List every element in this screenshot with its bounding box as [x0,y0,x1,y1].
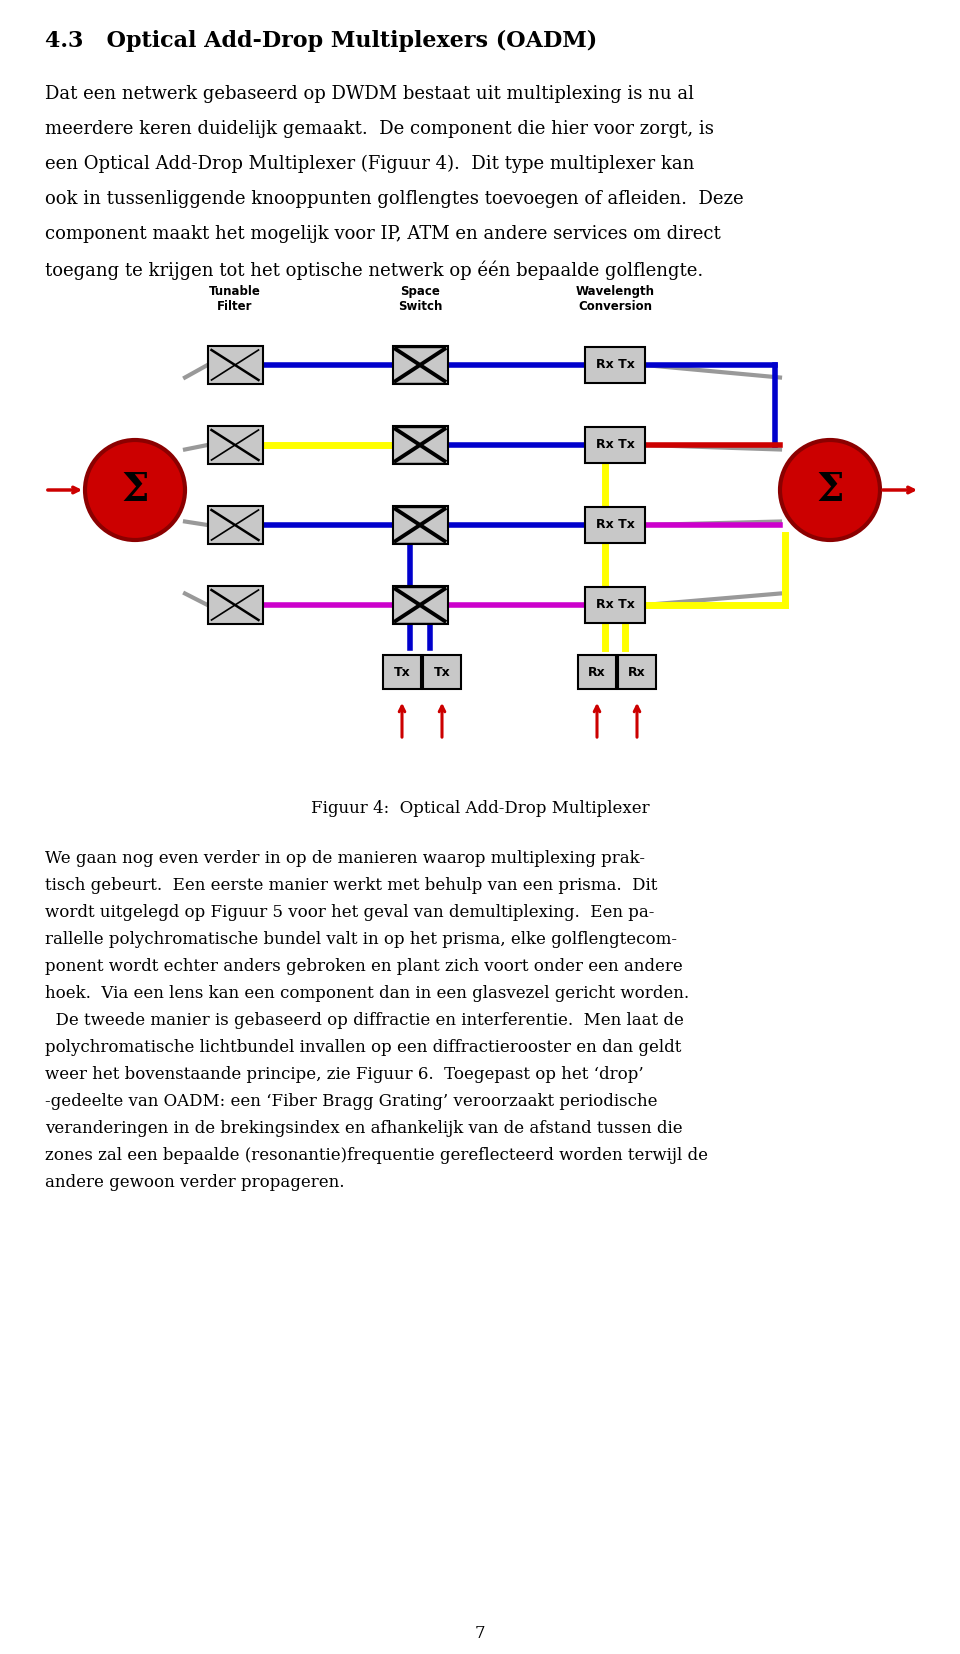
Bar [207,427,262,465]
Text: Rx: Rx [628,665,646,678]
Text: -gedeelte van OADM: een ‘Fiber Bragg Grating’ veroorzaakt periodische: -gedeelte van OADM: een ‘Fiber Bragg Gra… [45,1093,658,1110]
Text: Σ: Σ [121,471,149,509]
Text: ook in tussenliggende knooppunten golflengtes toevoegen of afleiden.  Deze: ook in tussenliggende knooppunten golfle… [45,190,744,208]
Text: Tunable
Filter: Tunable Filter [209,284,261,313]
Text: hoek.  Via een lens kan een component dan in een glasvezel gericht worden.: hoek. Via een lens kan een component dan… [45,986,689,1002]
Bar [423,655,461,690]
Text: Wavelength
Conversion: Wavelength Conversion [575,284,655,313]
Text: Space
Switch: Space Switch [397,284,443,313]
Bar [207,506,262,544]
Text: 7: 7 [474,1624,486,1642]
Text: tisch gebeurt.  Een eerste manier werkt met behulp van een prisma.  Dit: tisch gebeurt. Een eerste manier werkt m… [45,877,658,895]
Bar [585,347,645,384]
Text: veranderingen in de brekingsindex en afhankelijk van de afstand tussen die: veranderingen in de brekingsindex en afh… [45,1120,683,1136]
Bar [393,506,447,544]
Text: component maakt het mogelijk voor IP, ATM en andere services om direct: component maakt het mogelijk voor IP, AT… [45,225,721,243]
Text: weer het bovenstaande principe, zie Figuur 6.  Toegepast op het ‘drop’: weer het bovenstaande principe, zie Figu… [45,1065,644,1083]
Bar [207,346,262,384]
Circle shape [85,440,185,539]
Text: rallelle polychromatische bundel valt in op het prisma, elke golflengtecom-: rallelle polychromatische bundel valt in… [45,931,677,948]
Text: Figuur 4:  Optical Add-Drop Multiplexer: Figuur 4: Optical Add-Drop Multiplexer [311,801,649,817]
Text: toegang te krijgen tot het optische netwerk op één bepaalde golflengte.: toegang te krijgen tot het optische netw… [45,260,704,280]
Text: Dat een netwerk gebaseerd op DWDM bestaat uit multiplexing is nu al: Dat een netwerk gebaseerd op DWDM bestaa… [45,84,694,103]
Bar [578,655,616,690]
Circle shape [780,440,880,539]
Bar [393,346,447,384]
Text: ponent wordt echter anders gebroken en plant zich voort onder een andere: ponent wordt echter anders gebroken en p… [45,958,683,974]
Text: meerdere keren duidelijk gemaakt.  De component die hier voor zorgt, is: meerdere keren duidelijk gemaakt. De com… [45,121,714,137]
Text: een Optical Add-Drop Multiplexer (Figuur 4).  Dit type multiplexer kan: een Optical Add-Drop Multiplexer (Figuur… [45,155,694,174]
Text: De tweede manier is gebaseerd op diffractie en interferentie.  Men laat de: De tweede manier is gebaseerd op diffrac… [45,1012,684,1029]
Text: Rx: Rx [588,665,606,678]
Text: Σ: Σ [816,471,844,509]
Text: We gaan nog even verder in op de manieren waarop multiplexing prak-: We gaan nog even verder in op de maniere… [45,850,645,867]
Bar [618,655,656,690]
Bar [207,586,262,624]
Text: Rx Tx: Rx Tx [595,359,635,372]
Bar [585,508,645,543]
Text: polychromatische lichtbundel invallen op een diffractierooster en dan geldt: polychromatische lichtbundel invallen op… [45,1039,682,1055]
Text: wordt uitgelegd op Figuur 5 voor het geval van demultiplexing.  Een pa-: wordt uitgelegd op Figuur 5 voor het gev… [45,905,655,921]
Bar [585,587,645,624]
Text: Tx: Tx [394,665,410,678]
Text: Tx: Tx [434,665,450,678]
Bar [383,655,421,690]
Bar [585,427,645,463]
Text: andere gewoon verder propageren.: andere gewoon verder propageren. [45,1174,345,1191]
Bar [393,586,447,624]
Text: Rx Tx: Rx Tx [595,518,635,531]
Text: Rx Tx: Rx Tx [595,438,635,452]
Text: 4.3   Optical Add-Drop Multiplexers (OADM): 4.3 Optical Add-Drop Multiplexers (OADM) [45,30,597,51]
Text: Rx Tx: Rx Tx [595,599,635,612]
Text: zones zal een bepaalde (resonantie)frequentie gereflecteerd worden terwijl de: zones zal een bepaalde (resonantie)frequ… [45,1146,708,1164]
Bar [393,427,447,465]
